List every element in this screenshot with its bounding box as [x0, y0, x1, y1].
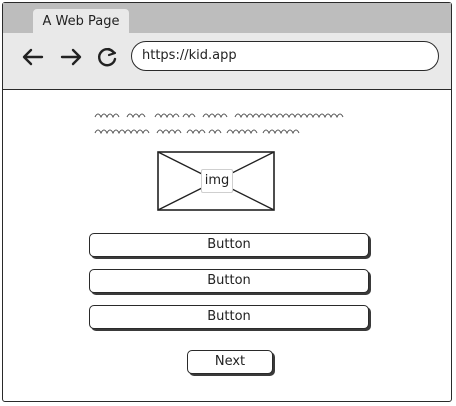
placeholder-text-line-1: [94, 113, 344, 119]
browser-chrome: A Web Page https://kid.app: [3, 3, 451, 90]
next-button[interactable]: Next: [187, 350, 273, 374]
forward-arrow-icon[interactable]: [59, 45, 83, 69]
browser-window: A Web Page https://kid.app img Button Bu…: [2, 2, 452, 402]
reload-icon[interactable]: [95, 45, 119, 69]
address-bar[interactable]: https://kid.app: [131, 41, 439, 71]
button-3[interactable]: Button: [89, 305, 369, 329]
back-arrow-icon[interactable]: [21, 45, 45, 69]
button-1[interactable]: Button: [89, 233, 369, 257]
image-label: img: [201, 169, 233, 193]
button-2[interactable]: Button: [89, 269, 369, 293]
tab-a-web-page[interactable]: A Web Page: [33, 9, 129, 33]
image-placeholder: [157, 151, 275, 211]
tab-strip: A Web Page: [3, 3, 451, 33]
placeholder-text-line-2: [94, 129, 300, 135]
